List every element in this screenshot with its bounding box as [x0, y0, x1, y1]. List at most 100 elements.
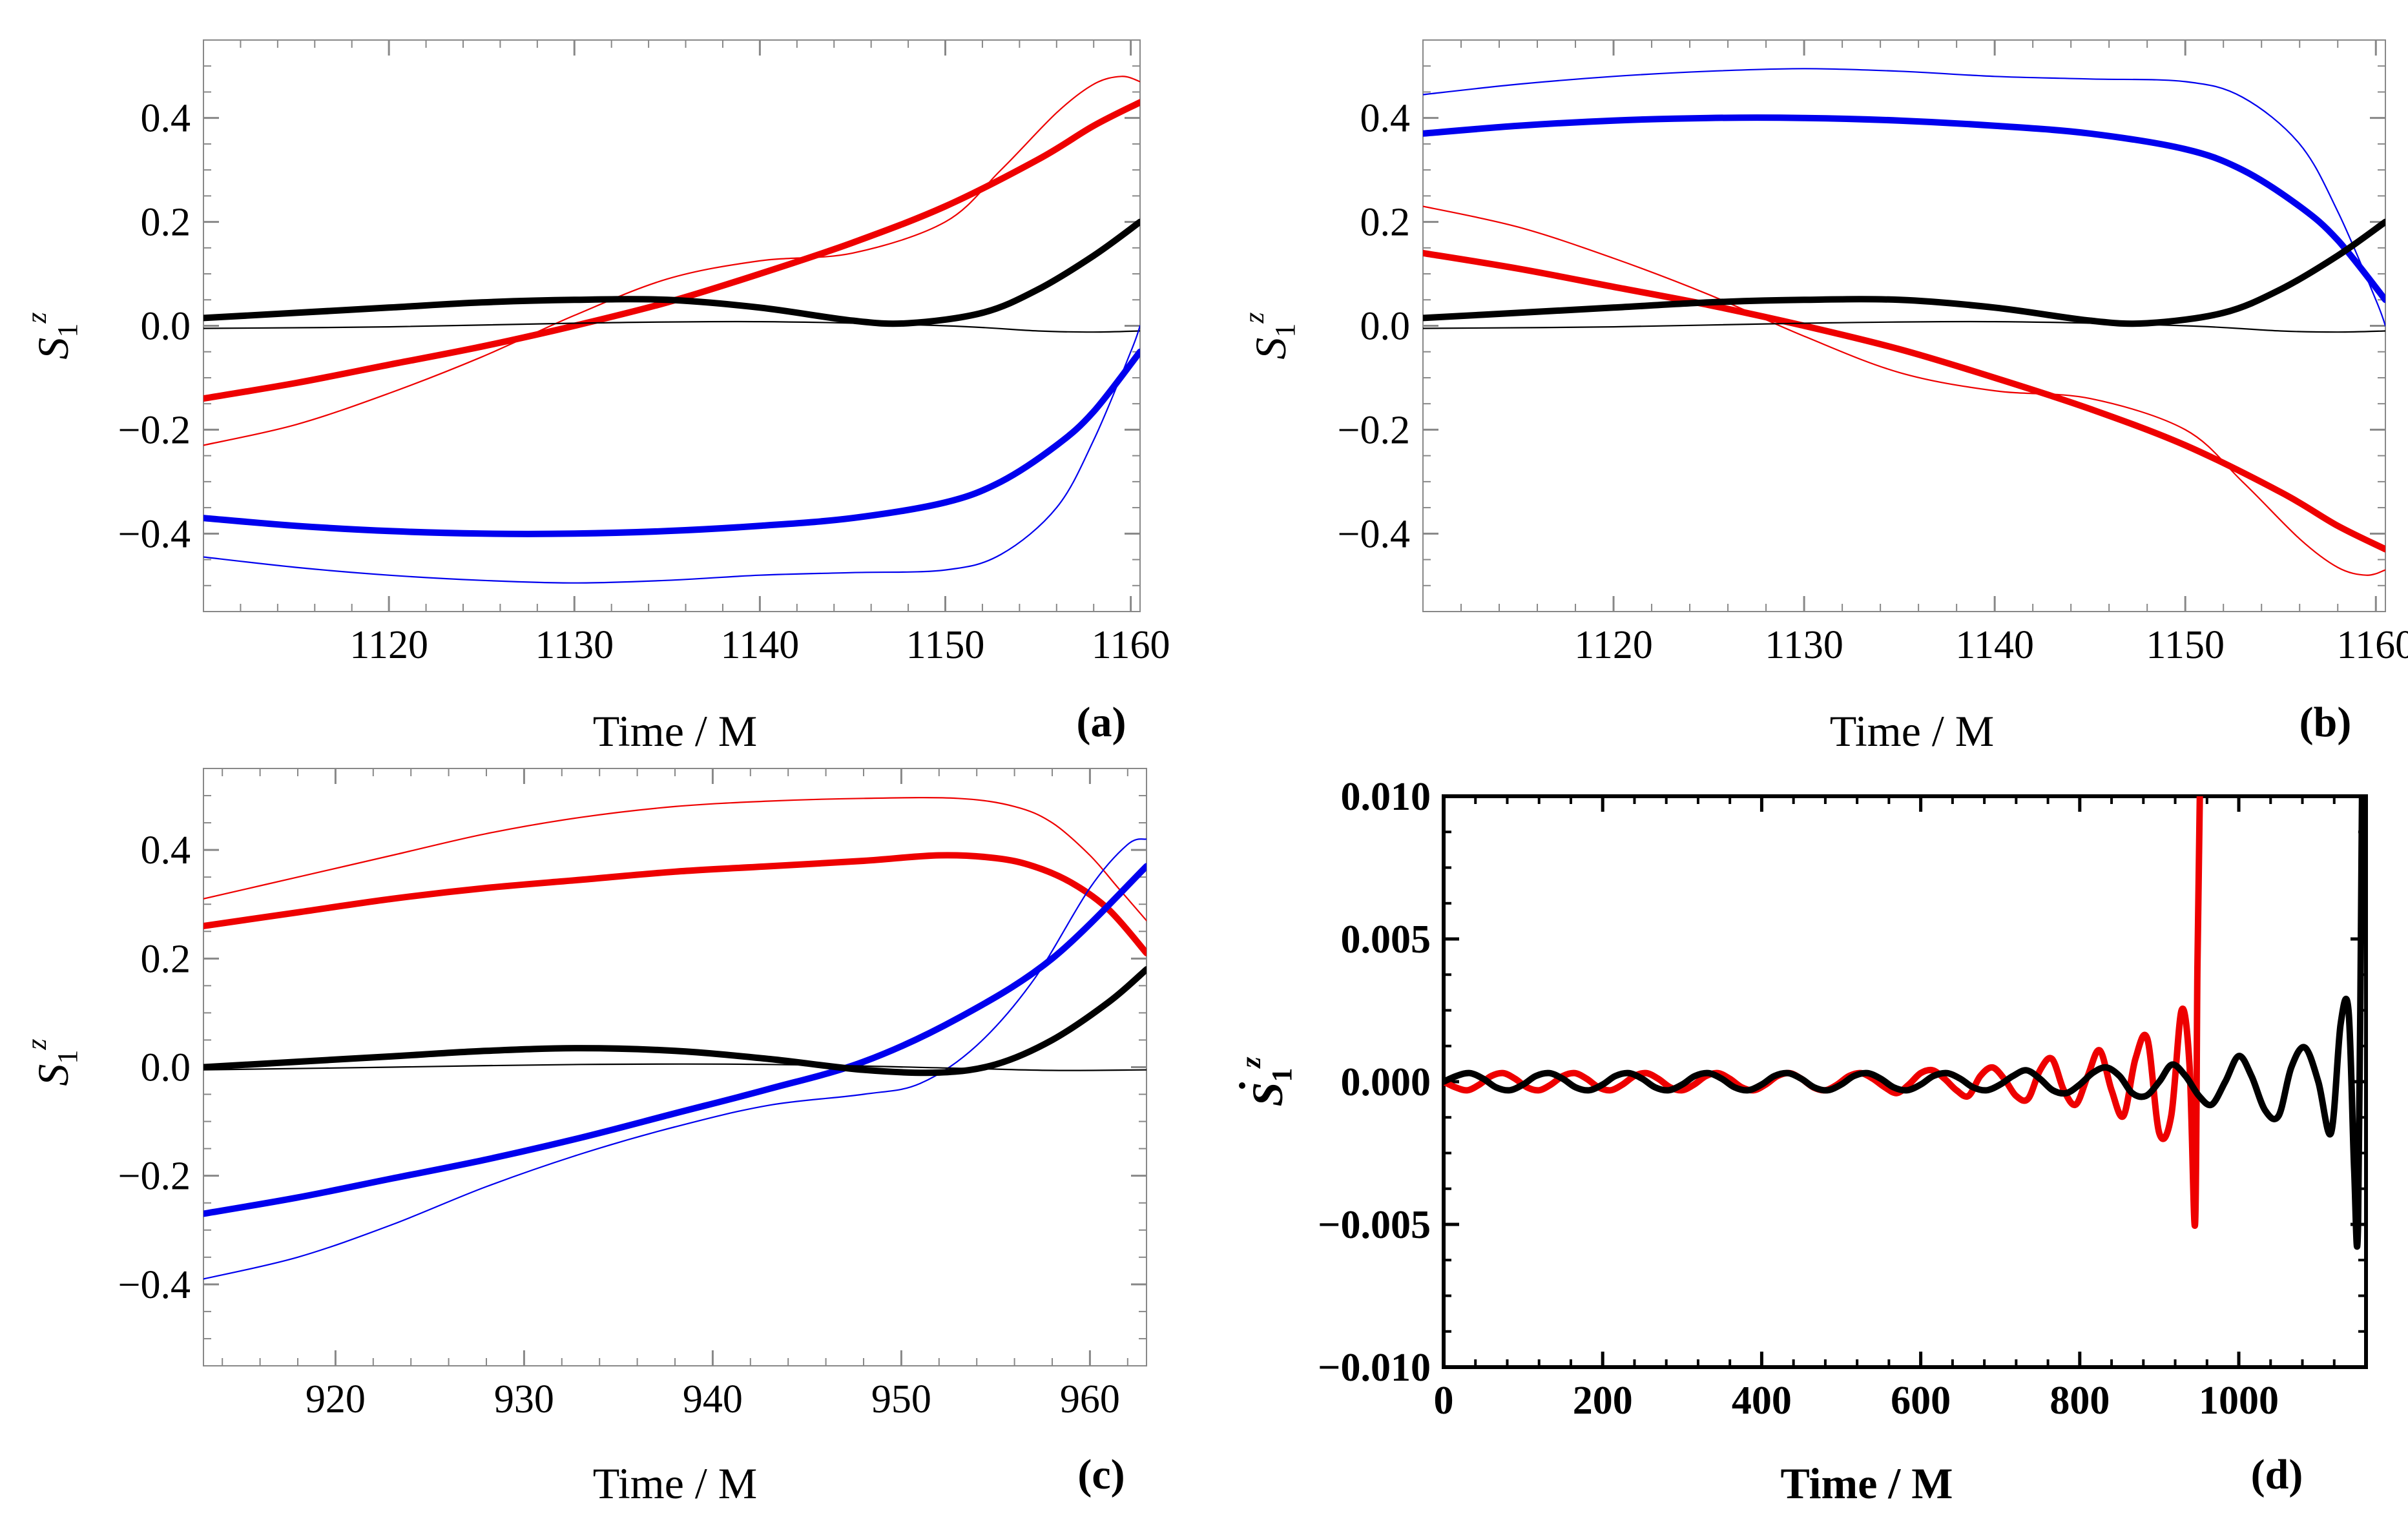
series-red-derivative [1444, 796, 2203, 1229]
panel-b: Time / M (b) S1z [1238, 312, 2351, 756]
series-red-thick [1423, 249, 2385, 553]
series-red-thin [203, 76, 1140, 446]
plot-a: 1120 1130 1140 1150 1160 0.4 0.2 0.0 −0.2 −0.4 [118, 39, 1170, 667]
panel-c-ytick-label: −0.4 [118, 1263, 191, 1307]
panel-c-ytick-label: 0.2 [141, 937, 191, 981]
series-black-thin [203, 1063, 1147, 1071]
panel-b-ytick-label: −0.2 [1338, 408, 1410, 452]
panel-a-xtick-label: 1120 [349, 623, 428, 667]
panel-c-ytick-label: 0.4 [141, 829, 191, 872]
panel-a-xtick-label: 1130 [535, 623, 614, 667]
panel-c-ylabel-sub: 1 [52, 1050, 83, 1064]
panel-d-ytick-label: −0.010 [1318, 1346, 1431, 1390]
panel-b-ytick-label: 0.2 [1360, 201, 1411, 245]
series-blue-thin [203, 838, 1147, 1280]
series-black-thin [203, 320, 1140, 333]
panel-c-xtick-label: 930 [494, 1377, 554, 1421]
panel-c-ylabel: S1z [21, 1038, 83, 1086]
panel-d-ylabel: S1z [1235, 1057, 1298, 1107]
panel-a-ylabel: S1z [21, 312, 83, 359]
panel-c-series-group [203, 797, 1147, 1280]
panel-c-ylabel-sup: z [21, 1038, 52, 1050]
panel-c-xtick-label: 940 [683, 1377, 743, 1421]
panel-b-ytick-label: 0.4 [1360, 97, 1411, 141]
panel-d: Time / M (d) S1z [1235, 1057, 2303, 1508]
panel-c-tag: (c) [1077, 1451, 1125, 1498]
series-red-thick [203, 99, 1140, 402]
panel-b-xtick-label: 1150 [2146, 623, 2225, 667]
panel-d-ylabel-sub: 1 [1266, 1068, 1298, 1082]
series-blue-thick [203, 348, 1140, 537]
panel-b-xtick-label: 1130 [1765, 623, 1843, 667]
panel-a-ytick-label: 0.2 [141, 201, 191, 245]
panel-c-xtick-label: 960 [1060, 1377, 1120, 1421]
series-red-thick [203, 852, 1147, 956]
panel-a-xtick-label: 1150 [906, 623, 985, 667]
svg-text:S1z: S1z [1238, 312, 1301, 359]
panel-a: Time / M (a) S1z [21, 312, 1126, 756]
panel-a-ytick-label: 0.0 [141, 305, 191, 349]
series-blue-thick [203, 863, 1147, 1217]
panel-c-ytick-label: −0.2 [118, 1155, 191, 1199]
series-blue-thin [203, 325, 1140, 584]
series-black-thick [203, 966, 1147, 1077]
panel-a-xtick-label: 1160 [1092, 623, 1170, 667]
panel-d-xtick-label: 1000 [2199, 1379, 2279, 1423]
panel-a-ylabel-sup: z [21, 312, 52, 324]
series-red-thin [1423, 205, 2385, 576]
panel-d-xlabel: Time / M [1781, 1459, 1953, 1508]
plot-b: 1120 1130 1140 1150 1160 0.4 0.2 0.0 −0.2 −0.4 [1338, 39, 2408, 667]
panel-d-ytick-label: 0.005 [1341, 918, 1431, 962]
panel-a-xlabel: Time / M [593, 706, 757, 756]
svg-text:S1z: S1z [21, 1038, 83, 1086]
panel-d-series-group [1444, 796, 2365, 1250]
panel-a-tag: (a) [1077, 699, 1126, 746]
panel-b-ytick-label: 0.0 [1360, 305, 1411, 349]
panel-c-xtick-label: 950 [871, 1377, 931, 1421]
panel-d-xtick-label: 200 [1573, 1379, 1633, 1423]
panel-d-ylabel-sup: z [1235, 1057, 1267, 1069]
panel-d-xtick-label: 800 [2050, 1379, 2110, 1423]
panel-b-ylabel: S1z [1238, 312, 1301, 359]
plot-d: 0 200 400 600 800 1000 0.010 0.005 0.000 −0.005 −0… [1318, 775, 2368, 1423]
panel-c-xtick-label: 920 [306, 1377, 366, 1421]
panel-b-ylabel-sup: z [1238, 312, 1270, 324]
panel-a-ylabel-sub: 1 [52, 324, 83, 338]
panel-d-ytick-label: 0.000 [1341, 1060, 1431, 1104]
series-black-thick [203, 218, 1140, 327]
panel-d-xtick-label: 400 [1732, 1379, 1792, 1423]
panel-b-tag: (b) [2299, 699, 2352, 746]
panel-b-ytick-label: −0.4 [1338, 512, 1410, 556]
panel-a-series-group [203, 76, 1140, 584]
svg-text:S1z: S1z [21, 312, 83, 359]
panel-d-tag: (d) [2251, 1451, 2303, 1498]
panel-a-ytick-label: −0.2 [118, 408, 191, 452]
panel-d-ytick-label: −0.005 [1318, 1203, 1431, 1247]
svg-text:S1z: S1z [1235, 1057, 1298, 1107]
panel-a-ytick-label: 0.4 [141, 97, 191, 141]
panel-b-series-group [1423, 68, 2385, 576]
series-blue-thin [1423, 68, 2385, 327]
panel-c: Time / M (c) S1z [21, 1038, 1125, 1508]
panel-c-ytick-label: 0.0 [141, 1046, 191, 1090]
series-black-derivative [1444, 796, 2365, 1250]
panel-b-xtick-label: 1140 [1955, 623, 2034, 667]
panel-b-xtick-label: 1120 [1574, 623, 1653, 667]
panel-d-xtick-label: 600 [1891, 1379, 1951, 1423]
panel-a-ytick-label: −0.4 [118, 512, 191, 556]
panel-b-xtick-label: 1160 [2336, 623, 2408, 667]
series-black-thick [1423, 218, 2385, 327]
panel-c-xlabel: Time / M [593, 1459, 757, 1508]
panel-b-ylabel-sub: 1 [1269, 324, 1301, 338]
panel-d-ylabel-main: S [1243, 1082, 1292, 1107]
panel-b-xlabel: Time / M [1830, 706, 1994, 756]
series-blue-thick [1423, 114, 2385, 304]
series-red-thin [203, 797, 1147, 922]
panel-d-ytick-label: 0.010 [1341, 775, 1431, 819]
panel-b-ylabel-main: S [1246, 338, 1295, 360]
plot-c: 920 930 940 950 960 0.4 0.2 0.0 −0.2 −0.4 [118, 768, 1147, 1421]
panel-c-ylabel-main: S [28, 1064, 78, 1086]
panel-a-xtick-label: 1140 [721, 623, 800, 667]
panel-a-ylabel-main: S [28, 338, 78, 360]
